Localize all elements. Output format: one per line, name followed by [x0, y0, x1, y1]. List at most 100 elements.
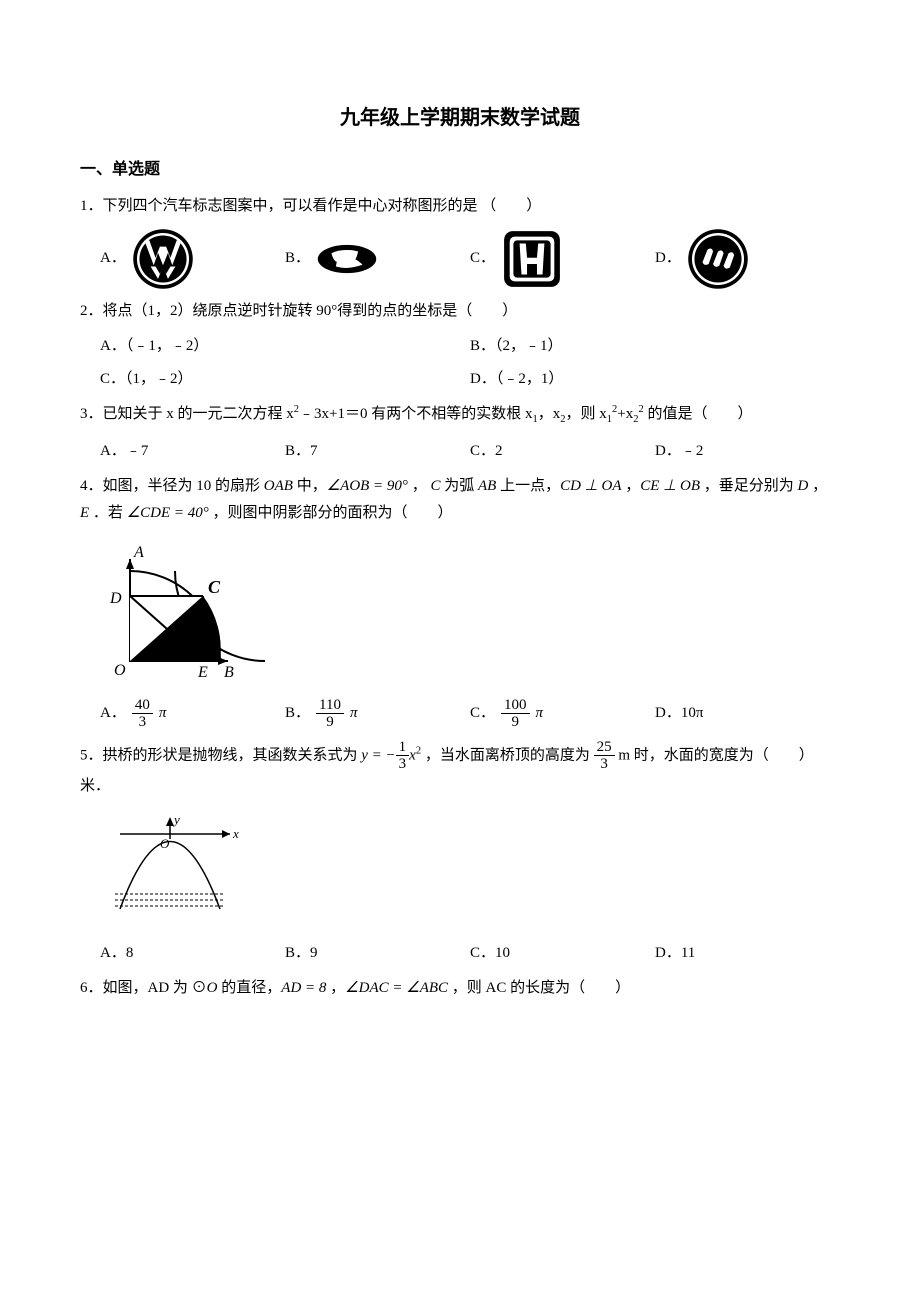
q5-h-den: 3: [594, 756, 615, 773]
q2-option-b: B．（2，﹣1）: [470, 333, 840, 360]
q3-option-d: D．﹣2: [655, 438, 840, 465]
question-4: 4．如图，半径为 10 的扇形 OAB 中，∠AOB = 90° ， C 为弧 …: [80, 473, 840, 731]
q5-option-d: D．11: [655, 940, 840, 967]
q1-option-d: D．: [655, 228, 840, 290]
q2-option-a: A．（﹣1，﹣2）: [100, 333, 470, 360]
q4-b-pi: π: [350, 700, 358, 727]
svg-text:E: E: [197, 664, 208, 681]
q4-oab: OAB: [264, 478, 293, 494]
q5-option-b: B．9: [285, 940, 470, 967]
q3-t2: ﹣3x+1＝0 有两个不相等的实数根 x: [299, 406, 532, 422]
q4-t5: 上一点，: [496, 478, 560, 494]
q6-O: O: [207, 980, 218, 996]
q5-options: A．8 B．9 C．10 D．11: [100, 940, 840, 967]
q4-option-b: B． 1109π: [285, 697, 470, 731]
q4-c: C: [430, 478, 440, 494]
q4-t9: ．若: [89, 505, 127, 521]
q6-ad8: AD = 8: [281, 980, 326, 996]
question-2: 2．将点（1，2）绕原点逆时针旋转 90°得到的点的坐标是（ ） A．（﹣1，﹣…: [80, 298, 840, 393]
buick-logo-icon: [687, 228, 749, 290]
q4-a-den: 3: [132, 714, 153, 731]
q1-text: 1．下列四个汽车标志图案中，可以看作是中心对称图形的是 （ ）: [80, 193, 840, 220]
hyundai-logo-icon: [316, 228, 378, 290]
q4-t3: ，: [408, 478, 431, 494]
q4-a-label: A．: [100, 700, 126, 727]
q6-t1: 6．如图，AD 为 ⊙: [80, 980, 207, 996]
q4-angle-cde: ∠CDE = 40°: [127, 505, 209, 521]
q5-t2: ，当水面离桥顶的高度为: [421, 747, 594, 763]
q5-text: 5．拱桥的形状是抛物线，其函数关系式为 y = −13x2 ，当水面离桥顶的高度…: [80, 739, 840, 800]
q4-diagram: A D C O E B: [100, 541, 270, 681]
svg-text:C: C: [208, 577, 221, 597]
q2-option-d: D．（﹣2，1）: [470, 366, 840, 393]
q5-option-a: A．8: [100, 940, 285, 967]
honda-logo-icon: [501, 228, 563, 290]
q1-option-a: A．: [100, 228, 285, 290]
q4-t2: 中，: [293, 478, 327, 494]
q4-options: A． 403π B． 1109π C． 1009π D．10π: [100, 697, 840, 731]
q4-d: D: [798, 478, 809, 494]
q2-options: A．（﹣1，﹣2） B．（2，﹣1） C．（1，﹣2） D．（﹣2，1）: [100, 333, 840, 393]
question-5: 5．拱桥的形状是抛物线，其函数关系式为 y = −13x2 ，当水面离桥顶的高度…: [80, 739, 840, 967]
svg-text:A: A: [133, 544, 144, 561]
svg-text:x: x: [232, 826, 239, 841]
q3-option-a: A．﹣7: [100, 438, 285, 465]
q5-eq-num: 1: [396, 739, 410, 757]
question-6: 6．如图，AD 为 ⊙O 的直径，AD = 8 ，∠DAC = ∠ABC ，则 …: [80, 975, 840, 1002]
q3-t1: 3．已知关于 x 的一元二次方程 x: [80, 406, 294, 422]
question-1: 1．下列四个汽车标志图案中，可以看作是中心对称图形的是 （ ） A． B． C．: [80, 193, 840, 290]
svg-text:O: O: [160, 836, 170, 851]
q3-t4: ，则 x: [566, 406, 607, 422]
q5-option-c: C．10: [470, 940, 655, 967]
svg-text:y: y: [172, 814, 180, 827]
q2-text: 2．将点（1，2）绕原点逆时针旋转 90°得到的点的坐标是（ ）: [80, 298, 840, 325]
q6-angle-eq: ∠DAC = ∠ABC: [345, 980, 448, 996]
q4-a-num: 40: [132, 697, 153, 715]
q6-t3: ，: [326, 980, 345, 996]
question-3: 3．已知关于 x 的一元二次方程 x2﹣3x+1＝0 有两个不相等的实数根 x1…: [80, 401, 840, 465]
q4-option-c: C． 1009π: [470, 697, 655, 731]
q2-option-c: C．（1，﹣2）: [100, 366, 470, 393]
q5-eq-den: 3: [396, 756, 410, 773]
q4-angle-aob: ∠AOB = 90°: [327, 478, 408, 494]
q4-t1: 4．如图，半径为 10 的扇形: [80, 478, 264, 494]
vw-logo-icon: [132, 228, 194, 290]
svg-text:B: B: [224, 664, 234, 681]
q4-cdoa: CD ⊥ OA: [560, 478, 621, 494]
q1-c-label: C．: [470, 245, 495, 272]
q4-a-pi: π: [159, 700, 167, 727]
q4-b-den: 9: [316, 714, 344, 731]
q6-t4: ，则 AC 的长度为（ ）: [448, 980, 630, 996]
q1-b-label: B．: [285, 245, 310, 272]
q4-b-num: 110: [316, 697, 344, 715]
q4-c-pi: π: [536, 700, 544, 727]
q4-c-num: 100: [501, 697, 530, 715]
q4-t10: ，则图中阴影部分的面积为（ ）: [209, 505, 453, 521]
q4-ab: AB: [478, 478, 496, 494]
q4-c-den: 9: [501, 714, 530, 731]
q3-option-b: B．7: [285, 438, 470, 465]
q6-t2: 的直径，: [218, 980, 282, 996]
q4-text: 4．如图，半径为 10 的扇形 OAB 中，∠AOB = 90° ， C 为弧 …: [80, 473, 840, 527]
q6-text: 6．如图，AD 为 ⊙O 的直径，AD = 8 ，∠DAC = ∠ABC ，则 …: [80, 975, 840, 1002]
q4-t7: ，垂足分别为: [700, 478, 798, 494]
q1-option-c: C．: [470, 228, 655, 290]
q4-option-a: A． 403π: [100, 697, 285, 731]
q1-options: A． B． C．: [100, 228, 840, 290]
q5-eq-lhs: y = −: [361, 747, 395, 763]
q3-text: 3．已知关于 x 的一元二次方程 x2﹣3x+1＝0 有两个不相等的实数根 x1…: [80, 401, 840, 430]
q4-b-label: B．: [285, 700, 310, 727]
q4-c-label: C．: [470, 700, 495, 727]
q3-t6: 的值是（ ）: [644, 406, 753, 422]
q4-e: E: [80, 505, 89, 521]
page-title: 九年级上学期期末数学试题: [80, 100, 840, 136]
q3-option-c: C．2: [470, 438, 655, 465]
q4-t6: ，: [621, 478, 640, 494]
q5-eq-rhs: x: [409, 747, 416, 763]
q3-t3: ，x: [538, 406, 561, 422]
svg-text:O: O: [114, 662, 126, 679]
q5-diagram: O y x: [100, 814, 250, 924]
q3-options: A．﹣7 B．7 C．2 D．﹣2: [100, 438, 840, 465]
q4-t4: 为弧: [440, 478, 478, 494]
svg-text:D: D: [109, 590, 122, 607]
